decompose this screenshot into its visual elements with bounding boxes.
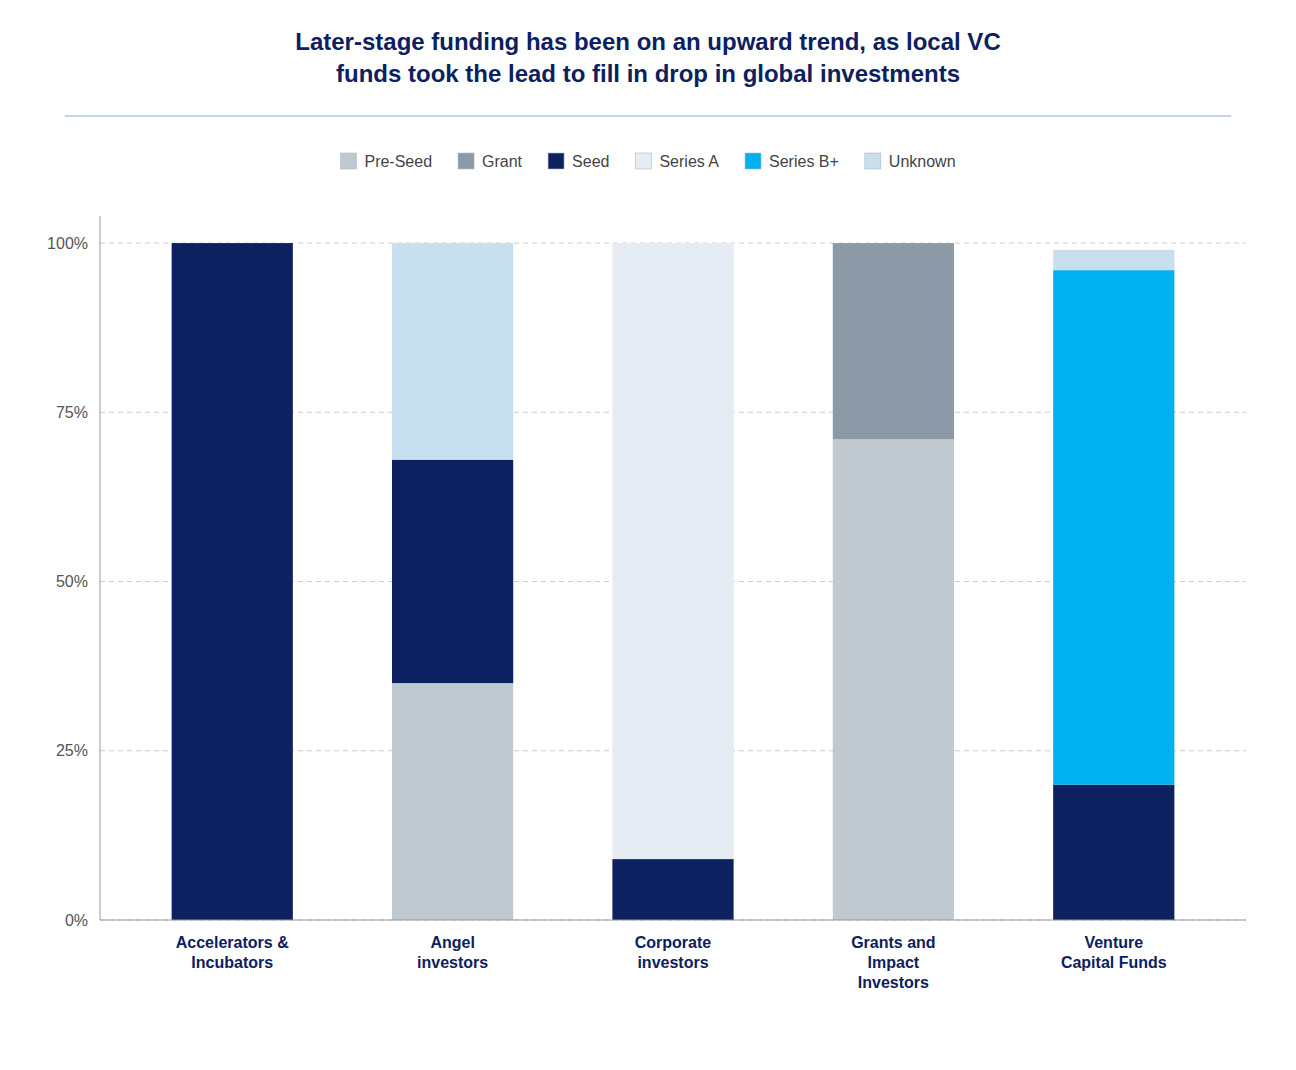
bar-segment: [1053, 785, 1174, 920]
legend-label: Series A: [659, 153, 719, 170]
bar-segment: [833, 243, 954, 244]
bar-segment: [172, 243, 293, 244]
chart: Later-stage funding has been on an upwar…: [0, 0, 1296, 1070]
bar-segment: [833, 243, 954, 244]
legend-label: Series B+: [769, 153, 839, 170]
bar-segment: [1053, 270, 1174, 784]
y-tick-label: 25%: [56, 742, 88, 759]
legend-swatch: [865, 153, 881, 169]
bar-segment: [392, 243, 513, 460]
bar-segment: [172, 243, 293, 244]
bar-segment: [172, 243, 293, 920]
y-tick-label: 100%: [47, 235, 88, 252]
legend-label: Grant: [482, 153, 523, 170]
x-tick-label: Angelinvestors: [417, 934, 488, 971]
bar-segment: [833, 439, 954, 920]
x-tick-label: Corporateinvestors: [635, 934, 712, 971]
bar-segment: [612, 243, 733, 244]
x-tick-label: VentureCapital Funds: [1061, 934, 1167, 971]
legend-swatch: [548, 153, 564, 169]
legend-label: Seed: [572, 153, 609, 170]
legend-swatch: [635, 153, 651, 169]
y-tick-label: 50%: [56, 573, 88, 590]
y-axis-line: [100, 216, 101, 920]
legend-item: Grant: [458, 153, 523, 170]
legend-label: Unknown: [889, 153, 956, 170]
bars: [172, 243, 1175, 920]
legend-item: Seed: [548, 153, 609, 170]
bar-segment: [833, 243, 954, 439]
bar-segment: [1053, 250, 1174, 270]
grid-line: [100, 920, 1246, 921]
legend-swatch: [340, 153, 356, 169]
legend-item: Unknown: [865, 153, 956, 170]
grid: [100, 243, 1246, 920]
bar-segment: [833, 243, 954, 244]
legend-swatch: [745, 153, 761, 169]
bar-segment: [392, 460, 513, 683]
x-tick-label: Accelerators &Incubators: [176, 934, 289, 971]
bar-segment: [392, 683, 513, 920]
separator: [65, 115, 1231, 117]
bar-segment: [833, 243, 954, 244]
title: Later-stage funding has been on an upwar…: [295, 28, 1000, 87]
legend-item: Series B+: [745, 153, 839, 170]
legend-label: Pre-Seed: [364, 153, 432, 170]
legend-swatch: [458, 153, 474, 169]
y-tick-label: 75%: [56, 404, 88, 421]
legend-item: Series A: [635, 153, 719, 170]
bar-segment: [172, 243, 293, 244]
bar-segment: [612, 859, 733, 920]
bar-segment: [612, 243, 733, 859]
x-tick-label: Grants andImpactInvestors: [851, 934, 935, 991]
x-axis-line: [100, 920, 1246, 921]
bar-segment: [612, 243, 733, 244]
legend-item: Pre-Seed: [340, 153, 432, 170]
legend: Pre-Seed Grant Seed Series A Series B+ Unknow…: [340, 153, 955, 170]
y-tick-label: 0%: [65, 912, 88, 929]
